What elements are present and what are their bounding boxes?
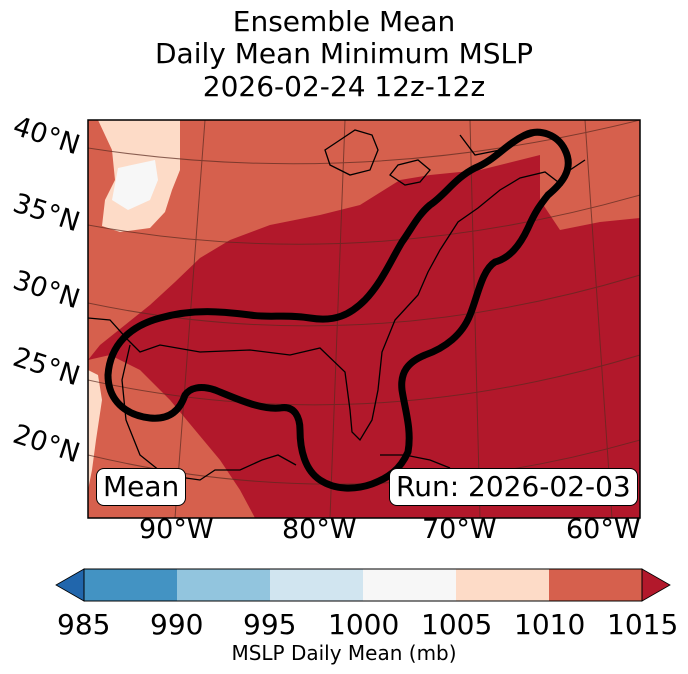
title-line-1: Ensemble Mean [232,5,456,38]
lon-label-60: 60°W [566,514,641,545]
colorbar-segment-990-995 [177,569,270,601]
colorbar-tick-995: 995 [243,608,297,641]
title-line-2: Daily Mean Minimum MSLP [154,37,533,70]
colorbar-tick-1015: 1015 [607,608,679,641]
colorbar-tick-985: 985 [57,608,111,641]
pressure-field-1010-1015-northwest [88,120,640,360]
pressure-field-1000-1005 [112,160,158,210]
colorbar [55,568,671,602]
colorbar-tick-1005: 1005 [421,608,493,641]
colorbar-tick-1000: 1000 [328,608,400,641]
lon-label-90: 90°W [139,514,214,545]
run-label-box: Run: 2026-02-03 [389,468,638,506]
map-border [87,119,641,519]
mean-label-box: Mean [96,468,187,506]
colorbar-segment-985-990 [84,569,177,601]
colorbar-segment-1000-1005 [363,569,456,601]
colorbar-over-arrow [641,568,671,602]
colorbar-tick-990: 990 [150,608,204,641]
colorbar-segment-1005-1010 [456,569,549,601]
pressure-field-1005-1010-west [88,370,102,490]
colorbar-segment-995-1000 [270,569,363,601]
lon-label-80: 80°W [282,514,357,545]
title-line-3: 2026-02-24 12z-12z [202,70,486,103]
colorbar-segment-1010-1015 [549,569,642,601]
colorbar-title: MSLP Daily Mean (mb) [231,641,457,665]
lon-label-70: 70°W [422,514,497,545]
colorbar-tick-1010: 1010 [514,608,586,641]
colorbar-under-arrow [55,568,85,602]
pressure-contour [104,128,572,492]
